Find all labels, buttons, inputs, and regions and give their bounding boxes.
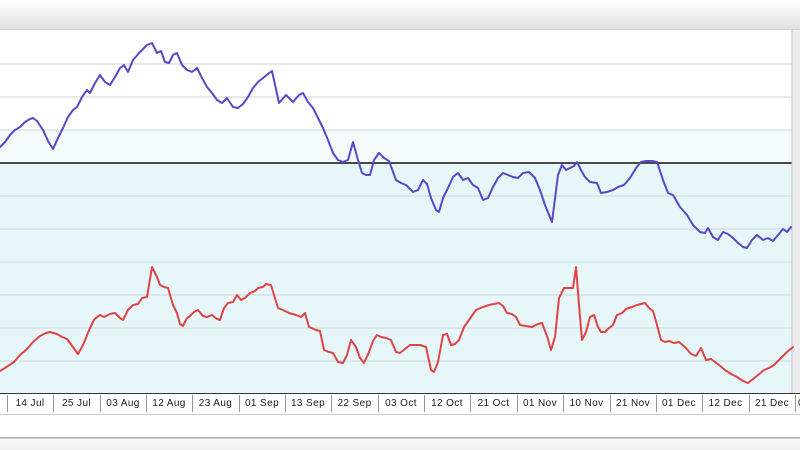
x-tick-separator [424,395,425,412]
bottom-divider-line [0,437,800,439]
x-tick-separator [470,395,471,412]
x-axis-band: 14 Jul 25 Jul 03 Aug 12 Aug 23 Aug 01 Sep 13 S… [0,393,800,415]
x-tick-separator [192,395,193,412]
x-tick-separator [656,395,657,412]
x-axis-label: 12 Dec [708,398,743,409]
chart-svg [0,30,800,393]
x-axis-label: 01 Dec [661,398,697,409]
bottom-statusbar-chrome [0,439,800,450]
x-tick-separator [795,395,796,412]
plot-bg-lower [0,163,800,393]
gridlines [0,63,792,362]
x-axis-label: 03 Oct [385,398,417,409]
x-axis-label: 10 Nov [569,398,604,409]
x-tick-separator [7,395,8,412]
footer-gap [0,415,800,437]
x-axis-label: 21 Nov [615,398,651,409]
plot-bg-upper [0,30,800,130]
x-tick-separator [146,395,147,412]
x-tick-separator [610,395,611,412]
x-tick-separator [285,395,286,412]
x-axis-label: 25 Jul [61,398,92,409]
upper-series-line [0,42,792,249]
x-tick-separator [53,395,54,412]
x-axis-label: 14 Jul [15,398,45,409]
x-axis-label: 21 Dec [754,398,790,409]
x-axis-label: 01 Sep [244,398,280,409]
x-tick-separator [749,395,750,412]
x-axis-label: 22 Sep [337,398,372,409]
x-axis-label: 23 Aug [198,398,233,409]
x-tick-separator [100,395,101,412]
x-tick-separator [702,395,703,412]
plot-bg-mid [0,130,800,163]
x-tick-separator [517,395,518,412]
x-axis-label: 12 Aug [152,398,186,409]
x-axis-label: 01 Nov [522,398,558,409]
x-axis-label: 0 [798,398,800,409]
right-gutter [792,30,800,393]
x-axis-label: 03 Aug [106,398,140,409]
x-tick-separator [378,395,379,412]
top-toolbar-chrome [0,0,800,30]
x-tick-separator [563,395,564,412]
x-axis-label: 13 Sep [290,398,326,409]
lower-series-line [0,266,794,384]
x-tick-separator [239,395,240,412]
x-axis-label: 21 Oct [477,398,510,409]
x-axis-label: 12 Oct [431,398,463,409]
x-tick-separator [331,395,332,412]
